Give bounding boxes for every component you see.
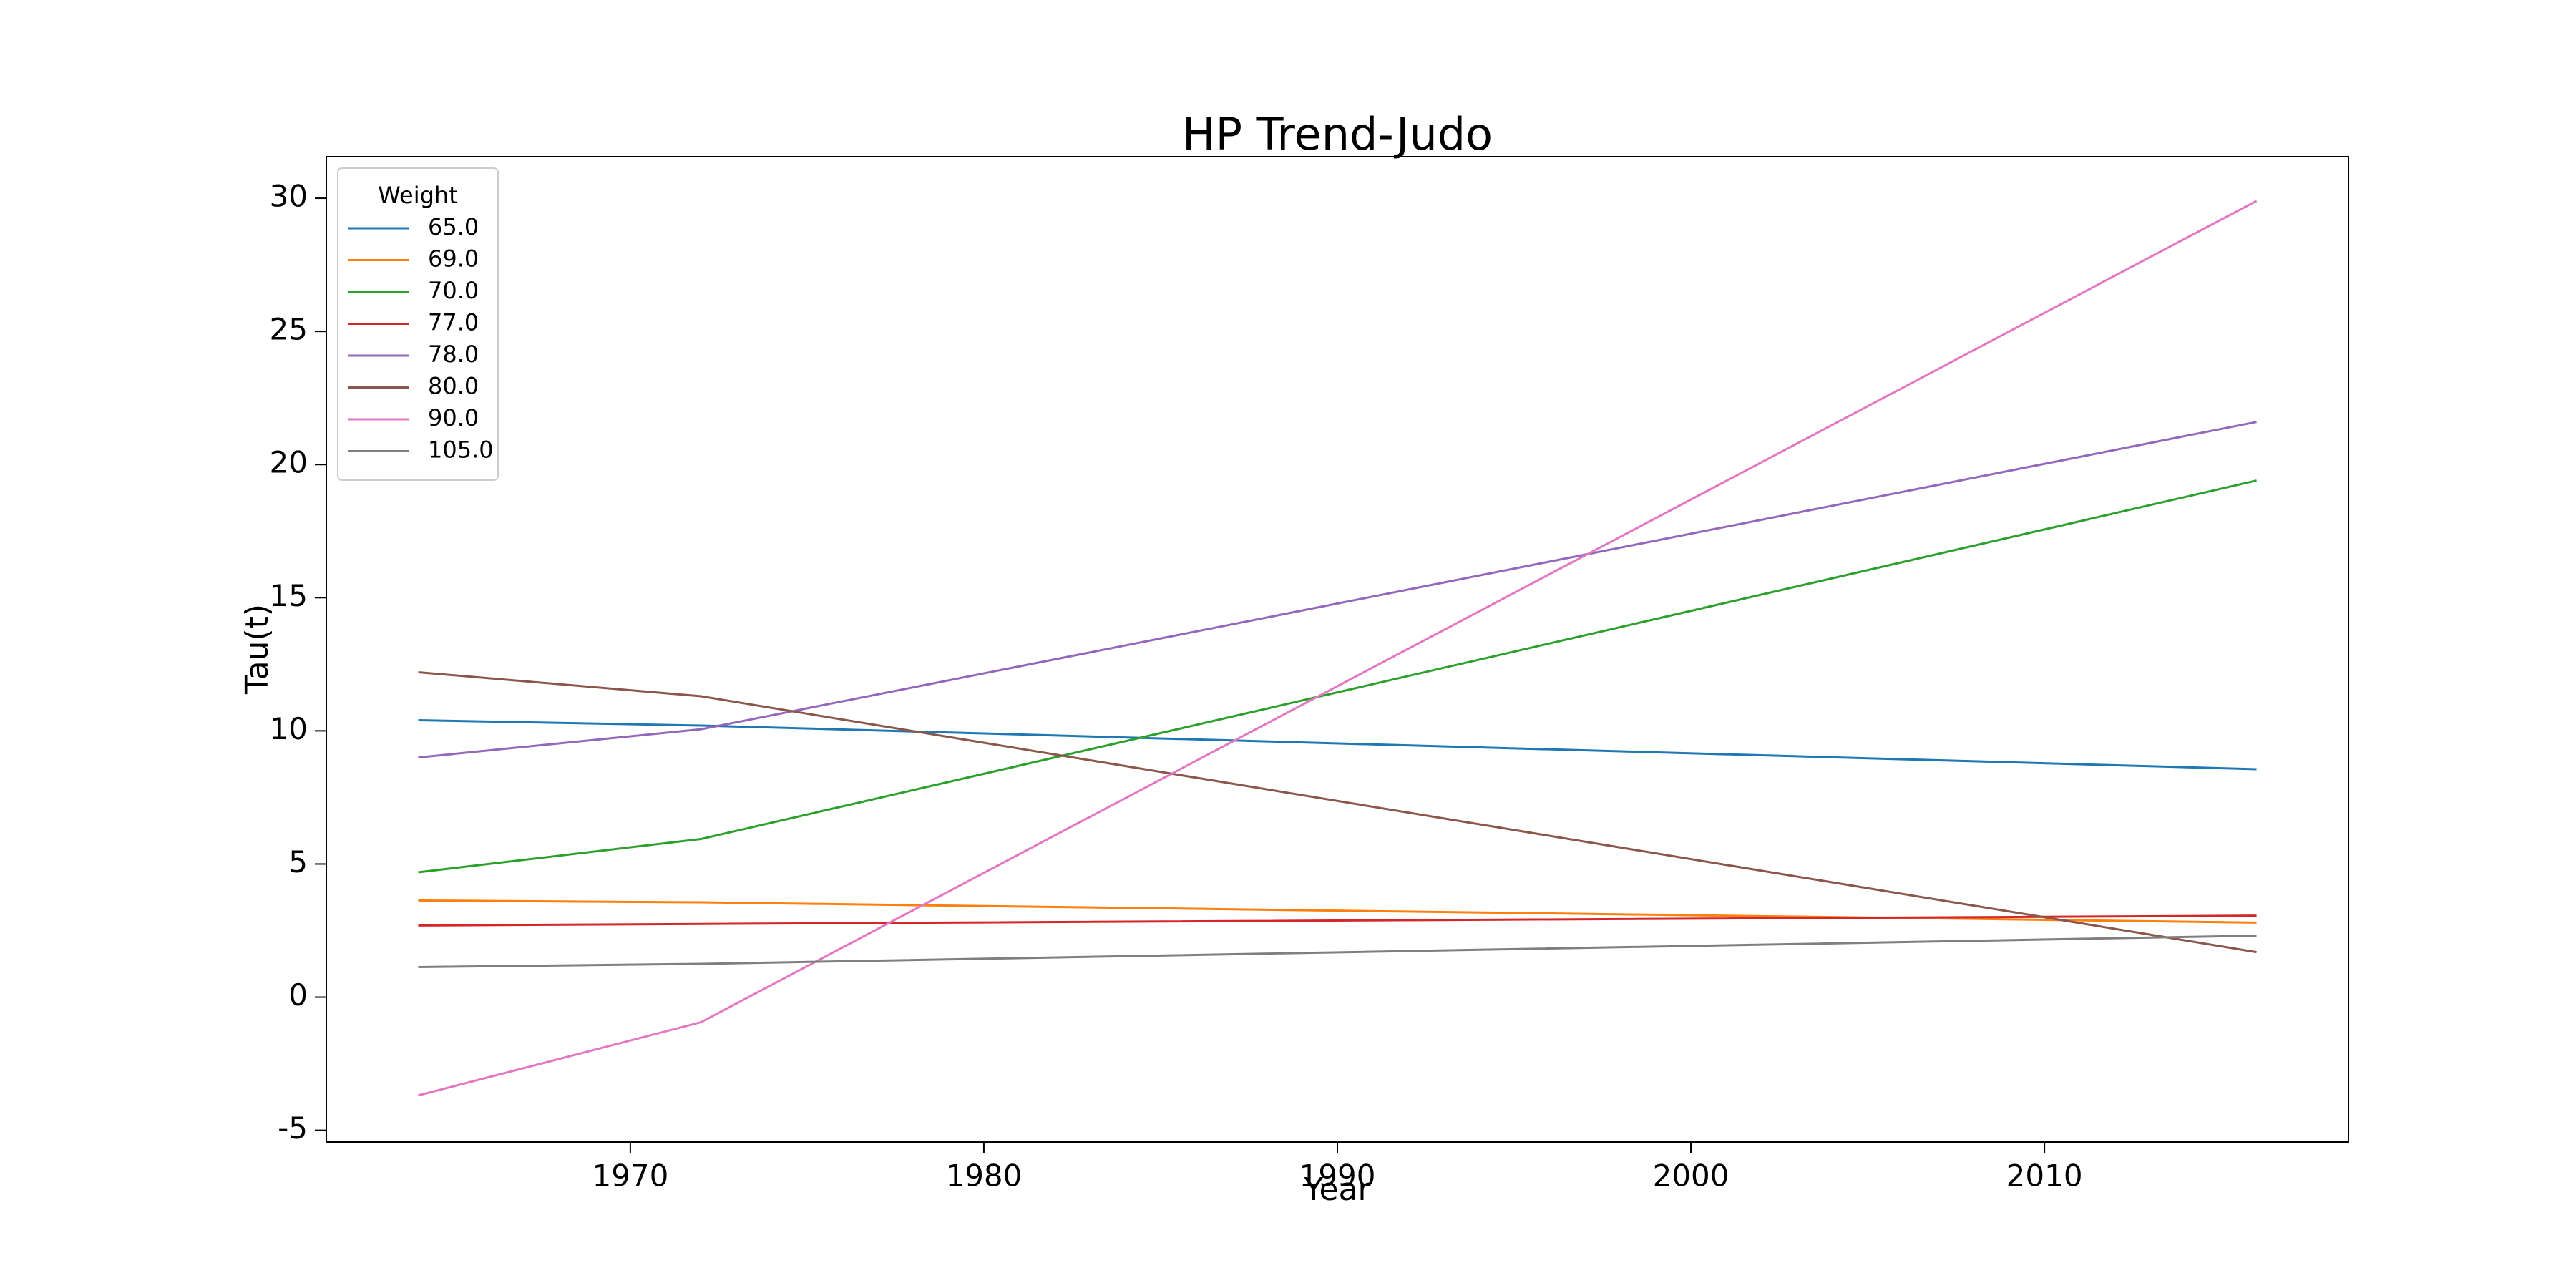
legend-label: 78.0: [428, 341, 479, 368]
data-line: [418, 914, 2257, 927]
legend-label: 70.0: [428, 277, 479, 304]
legend-label: 65.0: [428, 213, 479, 240]
legend: Weight 65.0 69.0 70.0 77.0 78.0 80.0 90.0 105.0: [337, 167, 499, 481]
x-tick-label: 1990: [1299, 1158, 1376, 1194]
chart-title: HP Trend-Judo: [1182, 108, 1493, 160]
legend-label: 105.0: [428, 436, 494, 464]
y-tick-label: 15: [270, 578, 308, 613]
legend-title: Weight: [378, 182, 457, 209]
y-tick-label: 20: [270, 445, 308, 480]
y-tick-label: 5: [288, 844, 308, 879]
x-tick-label: 2010: [2006, 1158, 2083, 1194]
data-line: [418, 421, 2257, 759]
data-line: [418, 899, 2257, 924]
legend-label: 90.0: [428, 404, 479, 431]
plot-frame: [326, 156, 2349, 1143]
y-tick-label: 25: [270, 312, 308, 347]
y-tick-label: 30: [270, 179, 308, 214]
legend-label: 69.0: [428, 245, 479, 273]
y-tick-label: 0: [288, 977, 308, 1013]
x-tick-label: 1970: [592, 1158, 668, 1194]
data-line: [418, 479, 2257, 874]
x-axis-label: Year: [1303, 1171, 1371, 1208]
data-line: [418, 719, 2257, 771]
data-line: [418, 671, 2257, 954]
y-axis-label: Tau(t): [239, 604, 275, 695]
legend-frame: [337, 167, 499, 481]
data-line: [418, 200, 2258, 1097]
y-tick-label: -5: [278, 1111, 308, 1146]
legend-label: 77.0: [428, 309, 479, 336]
x-tick-label: 2000: [1653, 1158, 1729, 1194]
data-line: [418, 935, 2257, 968]
legend-label: 80.0: [428, 373, 479, 400]
x-tick-label: 1980: [945, 1158, 1022, 1194]
y-tick-label: 10: [270, 711, 308, 746]
